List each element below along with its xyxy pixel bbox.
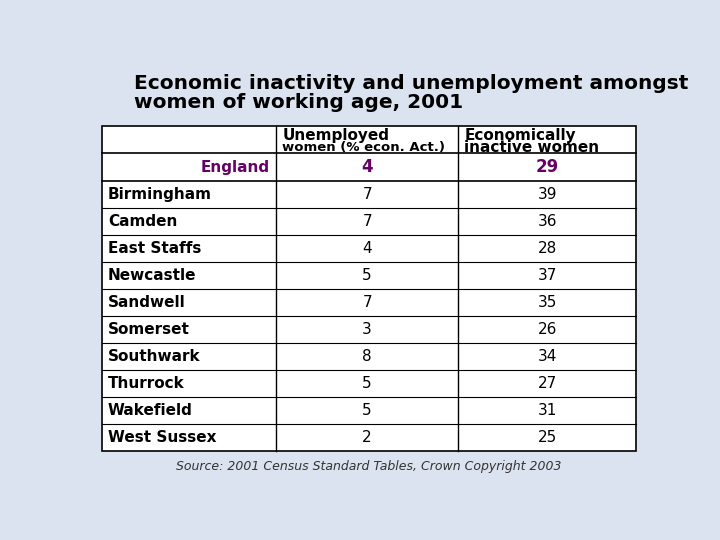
Text: 37: 37 (538, 268, 557, 283)
Text: 5: 5 (362, 376, 372, 391)
Text: 25: 25 (538, 430, 557, 445)
Text: 7: 7 (362, 295, 372, 310)
Text: 4: 4 (361, 158, 373, 176)
Text: 36: 36 (538, 214, 557, 228)
Text: Somerset: Somerset (108, 322, 189, 337)
Text: 3: 3 (362, 322, 372, 337)
Text: 2: 2 (362, 430, 372, 445)
Text: Sandwell: Sandwell (108, 295, 186, 310)
Text: Camden: Camden (108, 214, 177, 228)
Bar (102, 126, 636, 451)
Text: 29: 29 (536, 158, 559, 176)
Text: women (% econ. Act.): women (% econ. Act.) (282, 141, 445, 154)
Text: Source: 2001 Census Standard Tables, Crown Copyright 2003: Source: 2001 Census Standard Tables, Cro… (176, 460, 562, 473)
Text: East Staffs: East Staffs (108, 241, 201, 256)
Text: 7: 7 (362, 214, 372, 228)
Text: 4: 4 (362, 241, 372, 256)
Text: 5: 5 (362, 268, 372, 283)
Bar (90, 65, 648, 123)
Text: 35: 35 (538, 295, 557, 310)
Text: England: England (201, 159, 270, 174)
Bar (112, 86, 133, 108)
Text: Birmingham: Birmingham (108, 187, 212, 201)
Text: Economically: Economically (464, 128, 576, 143)
Text: 34: 34 (538, 349, 557, 364)
Text: 8: 8 (362, 349, 372, 364)
Text: 26: 26 (538, 322, 557, 337)
Text: inactive women: inactive women (464, 140, 600, 155)
Text: West Sussex: West Sussex (108, 430, 216, 445)
Text: Unemployed: Unemployed (282, 128, 390, 143)
Text: Newcastle: Newcastle (108, 268, 197, 283)
Text: 7: 7 (362, 187, 372, 201)
Text: Southwark: Southwark (108, 349, 200, 364)
Text: Thurrock: Thurrock (108, 376, 184, 391)
Text: 28: 28 (538, 241, 557, 256)
Bar (90, 86, 112, 108)
Text: women of working age, 2001: women of working age, 2001 (134, 92, 463, 112)
Text: Wakefield: Wakefield (108, 403, 193, 418)
Text: Economic inactivity and unemployment amongst: Economic inactivity and unemployment amo… (134, 74, 688, 93)
Bar (112, 65, 133, 86)
Text: 31: 31 (538, 403, 557, 418)
Text: 5: 5 (362, 403, 372, 418)
Text: 27: 27 (538, 376, 557, 391)
Text: 39: 39 (538, 187, 557, 201)
Bar (90, 65, 112, 86)
